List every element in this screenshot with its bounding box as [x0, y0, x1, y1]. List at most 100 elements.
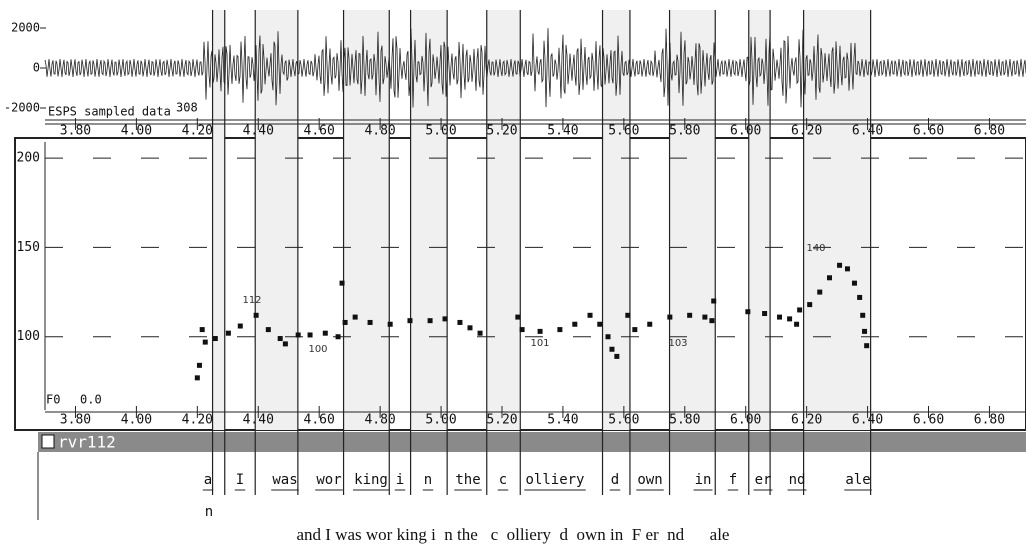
f0-point [647, 322, 652, 327]
waves-window: rvr112 ESPS sampled data 308 F0 0.0 and … [0, 0, 1026, 547]
f0-point [226, 331, 231, 336]
f0-point [588, 313, 593, 318]
x-tick-label: 5.20 [486, 413, 517, 428]
x-tick-label: 6.60 [913, 124, 944, 139]
f0-point [467, 325, 472, 330]
f0-point [254, 313, 259, 318]
x-tick-label: 3.80 [60, 413, 91, 428]
word-label: f [729, 472, 737, 488]
f0-point [614, 354, 619, 359]
word-label: ale [845, 472, 870, 488]
f0-point [609, 347, 614, 352]
f0-point [308, 332, 313, 337]
f0-y-tick-label: 100 [17, 329, 40, 344]
f0-point [807, 302, 812, 307]
x-tick-label: 6.80 [974, 124, 1005, 139]
annotation: 112 [242, 295, 261, 306]
f0-point [557, 327, 562, 332]
f0-point [200, 327, 205, 332]
x-tick-label: 6.40 [852, 413, 883, 428]
x-tick-label: 4.00 [121, 124, 152, 139]
x-tick-label: 6.00 [730, 124, 761, 139]
word-label: own [637, 472, 662, 488]
f0-point [197, 363, 202, 368]
word-label: I [236, 472, 244, 488]
wave-y-tick-label: -2000 [4, 101, 40, 115]
f0-point [845, 266, 850, 271]
f0-point [388, 322, 393, 327]
f0-point [794, 322, 799, 327]
x-tick-label: 4.20 [182, 124, 213, 139]
f0-point [797, 307, 802, 312]
word-label: n [205, 504, 213, 520]
x-tick-label: 4.40 [243, 124, 274, 139]
f0-point [538, 329, 543, 334]
f0-point [515, 315, 520, 320]
x-tick-label: 4.80 [364, 124, 395, 139]
f0-point [368, 320, 373, 325]
f0-point [457, 320, 462, 325]
wave-y-tick-label: 0 [33, 61, 40, 75]
f0-point [203, 340, 208, 345]
word-label: d [611, 472, 619, 488]
f0-point [213, 336, 218, 341]
wave-title: ESPS sampled data [48, 105, 171, 119]
f0-point [266, 327, 271, 332]
f0-point [827, 275, 832, 280]
f0-point [762, 311, 767, 316]
x-tick-label: 6.40 [852, 124, 883, 139]
x-tick-label: 4.40 [243, 413, 274, 428]
segment-shade [603, 10, 630, 430]
bar-button[interactable] [42, 435, 54, 448]
x-tick-label: 5.40 [547, 413, 578, 428]
f0-point [353, 315, 358, 320]
f0-point [478, 331, 483, 336]
f0-point [343, 320, 348, 325]
f0-point [864, 343, 869, 348]
sample-count: 308 [176, 101, 198, 115]
f0-point [407, 318, 412, 323]
f0-point [857, 295, 862, 300]
f0-point [283, 341, 288, 346]
x-tick-label: 6.80 [974, 413, 1005, 428]
x-tick-label: 4.00 [121, 413, 152, 428]
f0-point [278, 336, 283, 341]
word-label: was [272, 472, 297, 488]
f0-point [817, 290, 822, 295]
x-tick-label: 5.00 [425, 413, 456, 428]
f0-point [837, 263, 842, 268]
f0-point [709, 318, 714, 323]
f0-point [323, 331, 328, 336]
annotation: 140 [806, 243, 825, 254]
f0-point [687, 313, 692, 318]
f0-point [238, 324, 243, 329]
f0-point [787, 316, 792, 321]
x-tick-label: 6.00 [730, 413, 761, 428]
f0-point [745, 309, 750, 314]
x-tick-label: 5.60 [608, 124, 639, 139]
word-label: c [499, 472, 507, 488]
f0-point [777, 315, 782, 320]
f0-point [428, 318, 433, 323]
label-bar [38, 432, 1026, 452]
x-tick-label: 5.80 [669, 124, 700, 139]
x-tick-label: 3.80 [60, 124, 91, 139]
annotation: 103 [668, 338, 687, 349]
f0-y-tick-label: 200 [17, 151, 40, 166]
x-tick-label: 4.20 [182, 413, 213, 428]
x-tick-label: 4.60 [304, 124, 335, 139]
x-tick-label: 5.60 [608, 413, 639, 428]
word-label: n [424, 472, 432, 488]
x-tick-label: 4.80 [364, 413, 395, 428]
word-label: er [755, 472, 772, 488]
x-tick-label: 5.40 [547, 124, 578, 139]
word-label: the [455, 472, 480, 488]
word-label: i [396, 472, 404, 488]
f0-y-tick-label: 150 [17, 240, 40, 255]
wave-y-tick-label: 2000 [11, 21, 40, 35]
f0-point [195, 375, 200, 380]
word-label: in [695, 472, 712, 488]
f0-label: F0 [46, 393, 60, 407]
f0-point [711, 299, 716, 304]
word-label: olliery [525, 472, 584, 488]
